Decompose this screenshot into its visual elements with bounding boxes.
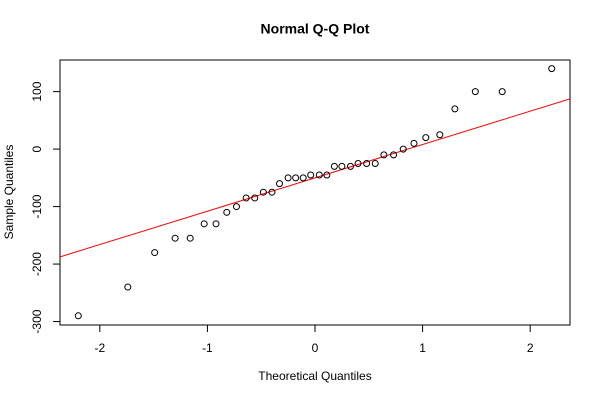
point — [251, 194, 259, 202]
y-tick-label: -100 — [30, 194, 44, 218]
point — [410, 139, 418, 147]
point — [371, 159, 379, 167]
point — [74, 312, 82, 320]
y-tick-label: 100 — [30, 81, 44, 101]
x-tick-label: -1 — [202, 341, 213, 355]
point — [151, 249, 159, 257]
point — [390, 151, 398, 159]
y-tick-label: 0 — [30, 145, 44, 152]
point — [268, 188, 276, 196]
point — [232, 203, 240, 211]
x-tick-label: 1 — [419, 341, 426, 355]
point — [338, 162, 346, 170]
point — [186, 234, 194, 242]
plot-box — [59, 59, 571, 326]
point — [292, 174, 300, 182]
x-tick-label: 2 — [527, 341, 534, 355]
point — [354, 159, 362, 167]
point — [451, 105, 459, 113]
point — [284, 174, 292, 182]
point — [223, 208, 231, 216]
x-tick-label: 0 — [312, 341, 319, 355]
point — [323, 171, 331, 179]
y-axis-title: Sample Quantiles — [2, 145, 16, 240]
y-tick-label: -300 — [30, 309, 44, 333]
point — [363, 159, 371, 167]
point — [299, 174, 307, 182]
point — [380, 151, 388, 159]
point — [275, 180, 283, 188]
point — [347, 162, 355, 170]
point — [315, 171, 323, 179]
point — [242, 194, 250, 202]
x-axis-title: Theoretical Quantiles — [258, 369, 371, 383]
point — [212, 220, 220, 228]
point — [124, 283, 132, 291]
point — [200, 220, 208, 228]
x-tick-label: -2 — [94, 341, 105, 355]
point — [399, 145, 407, 153]
point — [548, 65, 556, 73]
point — [422, 134, 430, 142]
chart-title: Normal Q-Q Plot — [261, 21, 370, 37]
point — [307, 171, 315, 179]
y-tick-label: -200 — [30, 252, 44, 276]
point — [471, 88, 479, 96]
qq-line — [60, 98, 570, 258]
point — [330, 162, 338, 170]
point — [436, 131, 444, 139]
point — [498, 88, 506, 96]
point — [259, 188, 267, 196]
point — [171, 234, 179, 242]
